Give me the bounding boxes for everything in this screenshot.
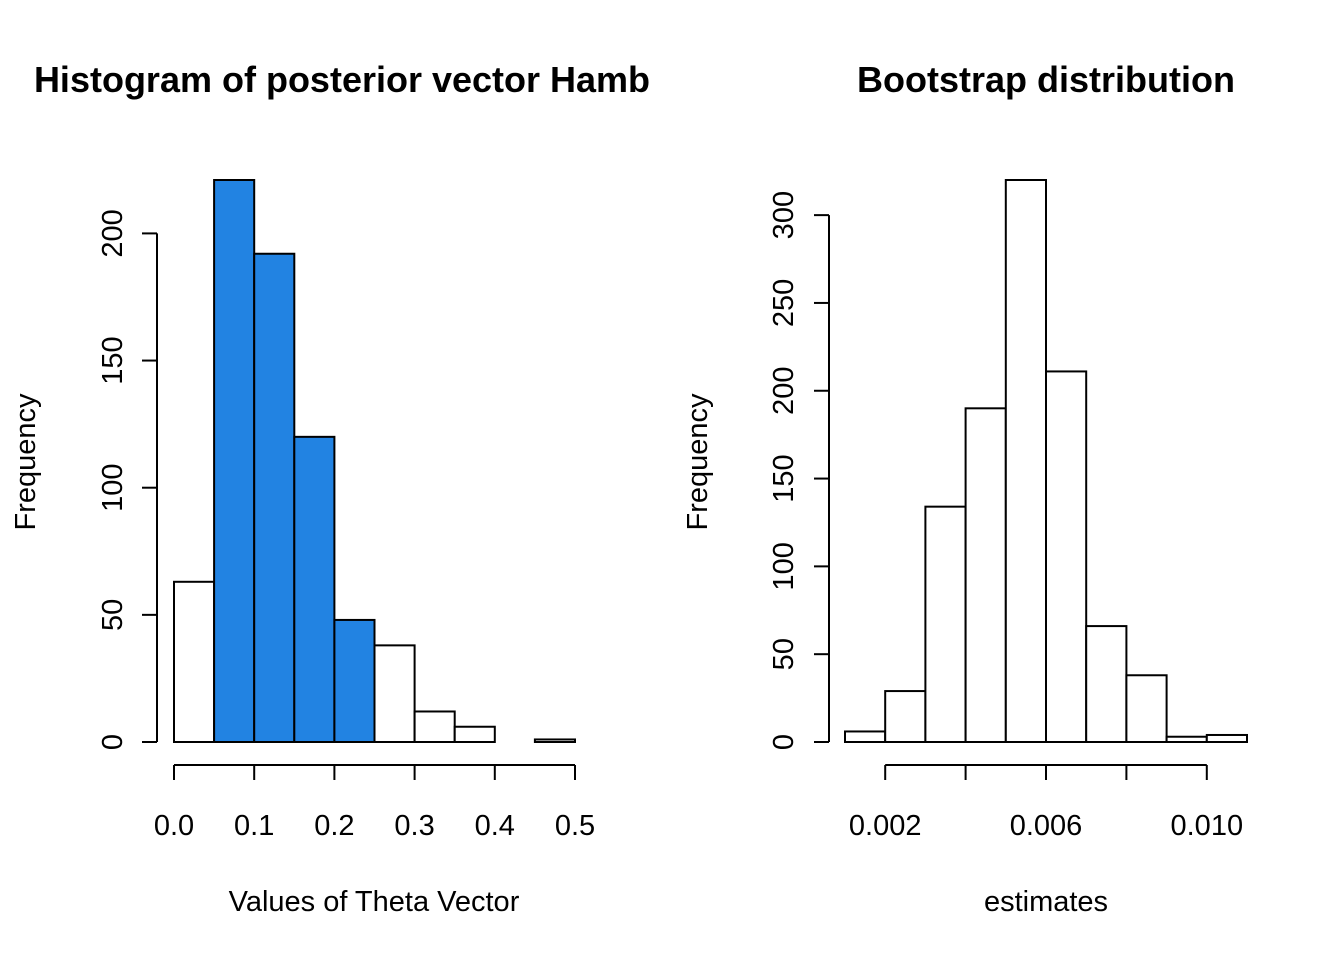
y-tick-label: 250: [768, 279, 800, 327]
x-tick-label: 0.1: [234, 810, 274, 842]
x-tick-label: 0.4: [475, 810, 515, 842]
histogram-bar: [293, 435, 336, 743]
histogram-bar: [844, 730, 887, 744]
histogram-bar: [253, 252, 296, 743]
x-tick-label: 0.006: [1010, 810, 1083, 842]
y-tick-label: 0: [97, 734, 129, 750]
histogram-bar: [333, 618, 376, 743]
posterior-histogram-panel: Histogram of posterior vector Hamb 0.0 0.…: [10, 59, 650, 918]
histogram-bar: [964, 407, 1007, 743]
y-tick-label: 50: [768, 638, 800, 670]
histogram-bar: [884, 690, 927, 743]
histogram-bar: [1085, 625, 1128, 744]
histogram-bar: [453, 725, 496, 743]
histogram-bar: [1205, 733, 1249, 743]
histogram-bar: [213, 179, 256, 743]
x-tick-label: 0.0: [154, 810, 194, 842]
y-tick-label: 150: [768, 454, 800, 502]
x-axis: 0.0 0.1 0.2 0.3 0.4 0.5: [154, 764, 595, 842]
chart-title: Histogram of posterior vector Hamb: [34, 59, 650, 100]
y-tick-label: 200: [97, 209, 129, 257]
x-tick-label: 0.002: [849, 810, 922, 842]
x-tick-label: 0.5: [555, 810, 595, 842]
y-tick-label: 50: [97, 599, 129, 631]
histogram-bar: [173, 580, 216, 744]
histogram-bar: [924, 505, 967, 743]
bars-group: [844, 179, 1249, 744]
y-axis-label: Frequency: [682, 393, 714, 531]
histogram-bar: [1125, 674, 1168, 744]
x-axis: 0.002 0.006 0.010: [849, 764, 1244, 842]
chart-title: Bootstrap distribution: [857, 59, 1235, 100]
histogram-bar: [373, 644, 416, 743]
y-tick-label: 100: [97, 464, 129, 512]
histogram-bar: [1045, 370, 1088, 743]
y-tick-label: 200: [768, 367, 800, 415]
x-tick-label: 0.2: [314, 810, 354, 842]
bars-group: [173, 179, 577, 744]
histogram-bar: [533, 738, 577, 744]
histogram-bar: [1165, 735, 1208, 744]
histogram-bar: [1004, 179, 1047, 743]
y-tick-label: 0: [768, 734, 800, 750]
x-axis-label: estimates: [984, 886, 1108, 918]
bootstrap-histogram-panel: Bootstrap distribution 0.002 0.006 0.010 0…: [682, 59, 1249, 918]
y-axis: 0 50 100 150 200: [97, 209, 158, 750]
y-axis-label: Frequency: [10, 393, 42, 531]
histogram-bar: [413, 710, 456, 744]
y-tick-label: 100: [768, 542, 800, 590]
x-tick-label: 0.3: [394, 810, 434, 842]
x-tick-label: 0.010: [1171, 810, 1244, 842]
y-tick-label: 300: [768, 191, 800, 239]
x-axis-label: Values of Theta Vector: [229, 886, 520, 918]
y-axis: 0 50 100 150 200 250 300: [768, 191, 830, 750]
y-tick-label: 150: [97, 336, 129, 384]
